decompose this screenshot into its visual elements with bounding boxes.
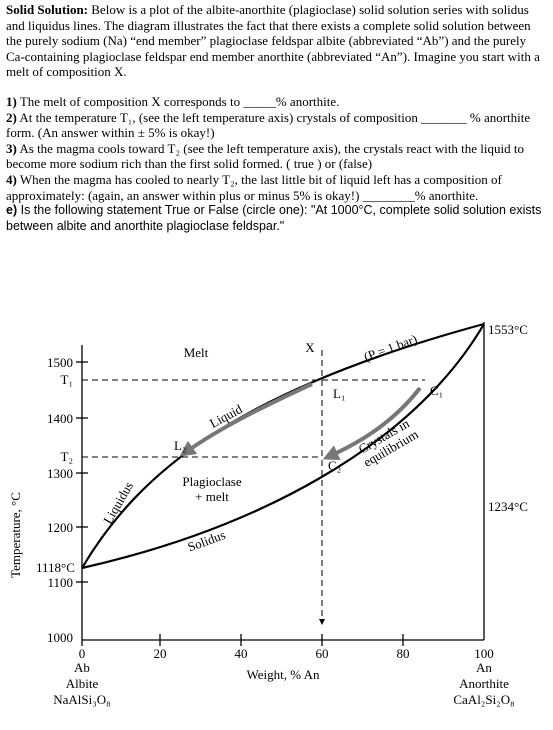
- c2-label: C₂: [328, 458, 341, 473]
- intro-label: Solid Solution:: [6, 2, 89, 17]
- x-tick-label: 100: [474, 646, 494, 661]
- liquidus-curve: [81, 322, 485, 569]
- question-number: 2): [6, 109, 17, 125]
- crystal-arrow: [322, 386, 422, 460]
- end-label: Albite: [66, 676, 99, 691]
- document: Solid Solution: Below is a plot of the a…: [6, 2, 546, 234]
- question: 2) At the temperature T₁, (see the left …: [6, 110, 546, 141]
- y-tick-label: 1300: [47, 466, 73, 481]
- question: 4) When the magma has cooled to nearly T…: [6, 172, 546, 203]
- x-tick-label: 0: [79, 646, 86, 661]
- y-tick-label: 1200: [47, 520, 73, 535]
- high-temp: 1553°C: [488, 322, 528, 337]
- l2-label: L₂: [174, 438, 186, 453]
- end-label: Anorthite: [459, 676, 509, 691]
- question-text: When the magma has cooled to nearly T₂, …: [6, 171, 502, 203]
- question: e) Is the following statement True or Fa…: [6, 203, 546, 234]
- end-label: CaAl₂Si₂O₈: [453, 692, 514, 707]
- end-label: An: [476, 660, 492, 675]
- end-label: Ab: [74, 660, 90, 675]
- t2-label: T₂: [61, 449, 73, 464]
- intro: Solid Solution: Below is a plot of the a…: [6, 2, 546, 80]
- plagioclase-label: + melt: [195, 489, 229, 504]
- end-label: NaAlSi₃O₈: [53, 692, 110, 707]
- solidus-curve: [81, 323, 485, 570]
- question-number: 1): [6, 93, 17, 109]
- pressure-label: (P = 1 bar): [362, 331, 419, 364]
- low-temp: 1118°C: [36, 560, 75, 575]
- x-tick-label: 20: [154, 646, 167, 661]
- question: 3) As the magma cools toward T₂ (see the…: [6, 141, 546, 172]
- axes: [76, 322, 485, 646]
- y-tick-label: 1400: [47, 411, 73, 426]
- y-tick-label: 1000: [47, 630, 73, 645]
- guides: [82, 350, 425, 625]
- questions: 1) The melt of composition X corresponds…: [6, 94, 546, 234]
- diagram: 1500 1400 1300 1200 1100 1000 0 20 40 60…: [8, 322, 528, 707]
- question-text: At the temperature T₁, (see the left tem…: [6, 109, 531, 141]
- l1-label: L₁: [333, 386, 345, 401]
- liquid-arrow: [179, 382, 313, 457]
- plagioclase-label: Plagioclase: [182, 474, 241, 489]
- c1-label: C₁: [430, 383, 443, 398]
- x-tick-label: 40: [235, 646, 248, 661]
- y-axis-label: Temperature, °C: [8, 492, 23, 578]
- x-tick-label: 80: [397, 646, 410, 661]
- y-tick-label: 1100: [47, 575, 73, 590]
- question-number: 4): [6, 171, 17, 187]
- x-label: X: [305, 340, 315, 355]
- question-text: As the magma cools toward T₂ (see the le…: [6, 140, 525, 172]
- question: 1) The melt of composition X corresponds…: [6, 94, 546, 110]
- melt-label: Melt: [184, 345, 209, 360]
- x-axis-label: Weight, % An: [247, 667, 320, 682]
- intro-text: Below is a plot of the albite-anorthite …: [6, 2, 540, 80]
- question-number: e): [6, 203, 18, 218]
- question-number: 3): [6, 140, 17, 156]
- right-temp: 1234°C: [488, 499, 528, 514]
- t1-label: T₁: [61, 372, 73, 387]
- question-text: The melt of composition X corresponds to…: [16, 93, 340, 109]
- x-tick-label: 60: [316, 646, 329, 661]
- question-text: Is the following statement True or False…: [6, 203, 542, 233]
- y-tick-label: 1500: [47, 355, 73, 370]
